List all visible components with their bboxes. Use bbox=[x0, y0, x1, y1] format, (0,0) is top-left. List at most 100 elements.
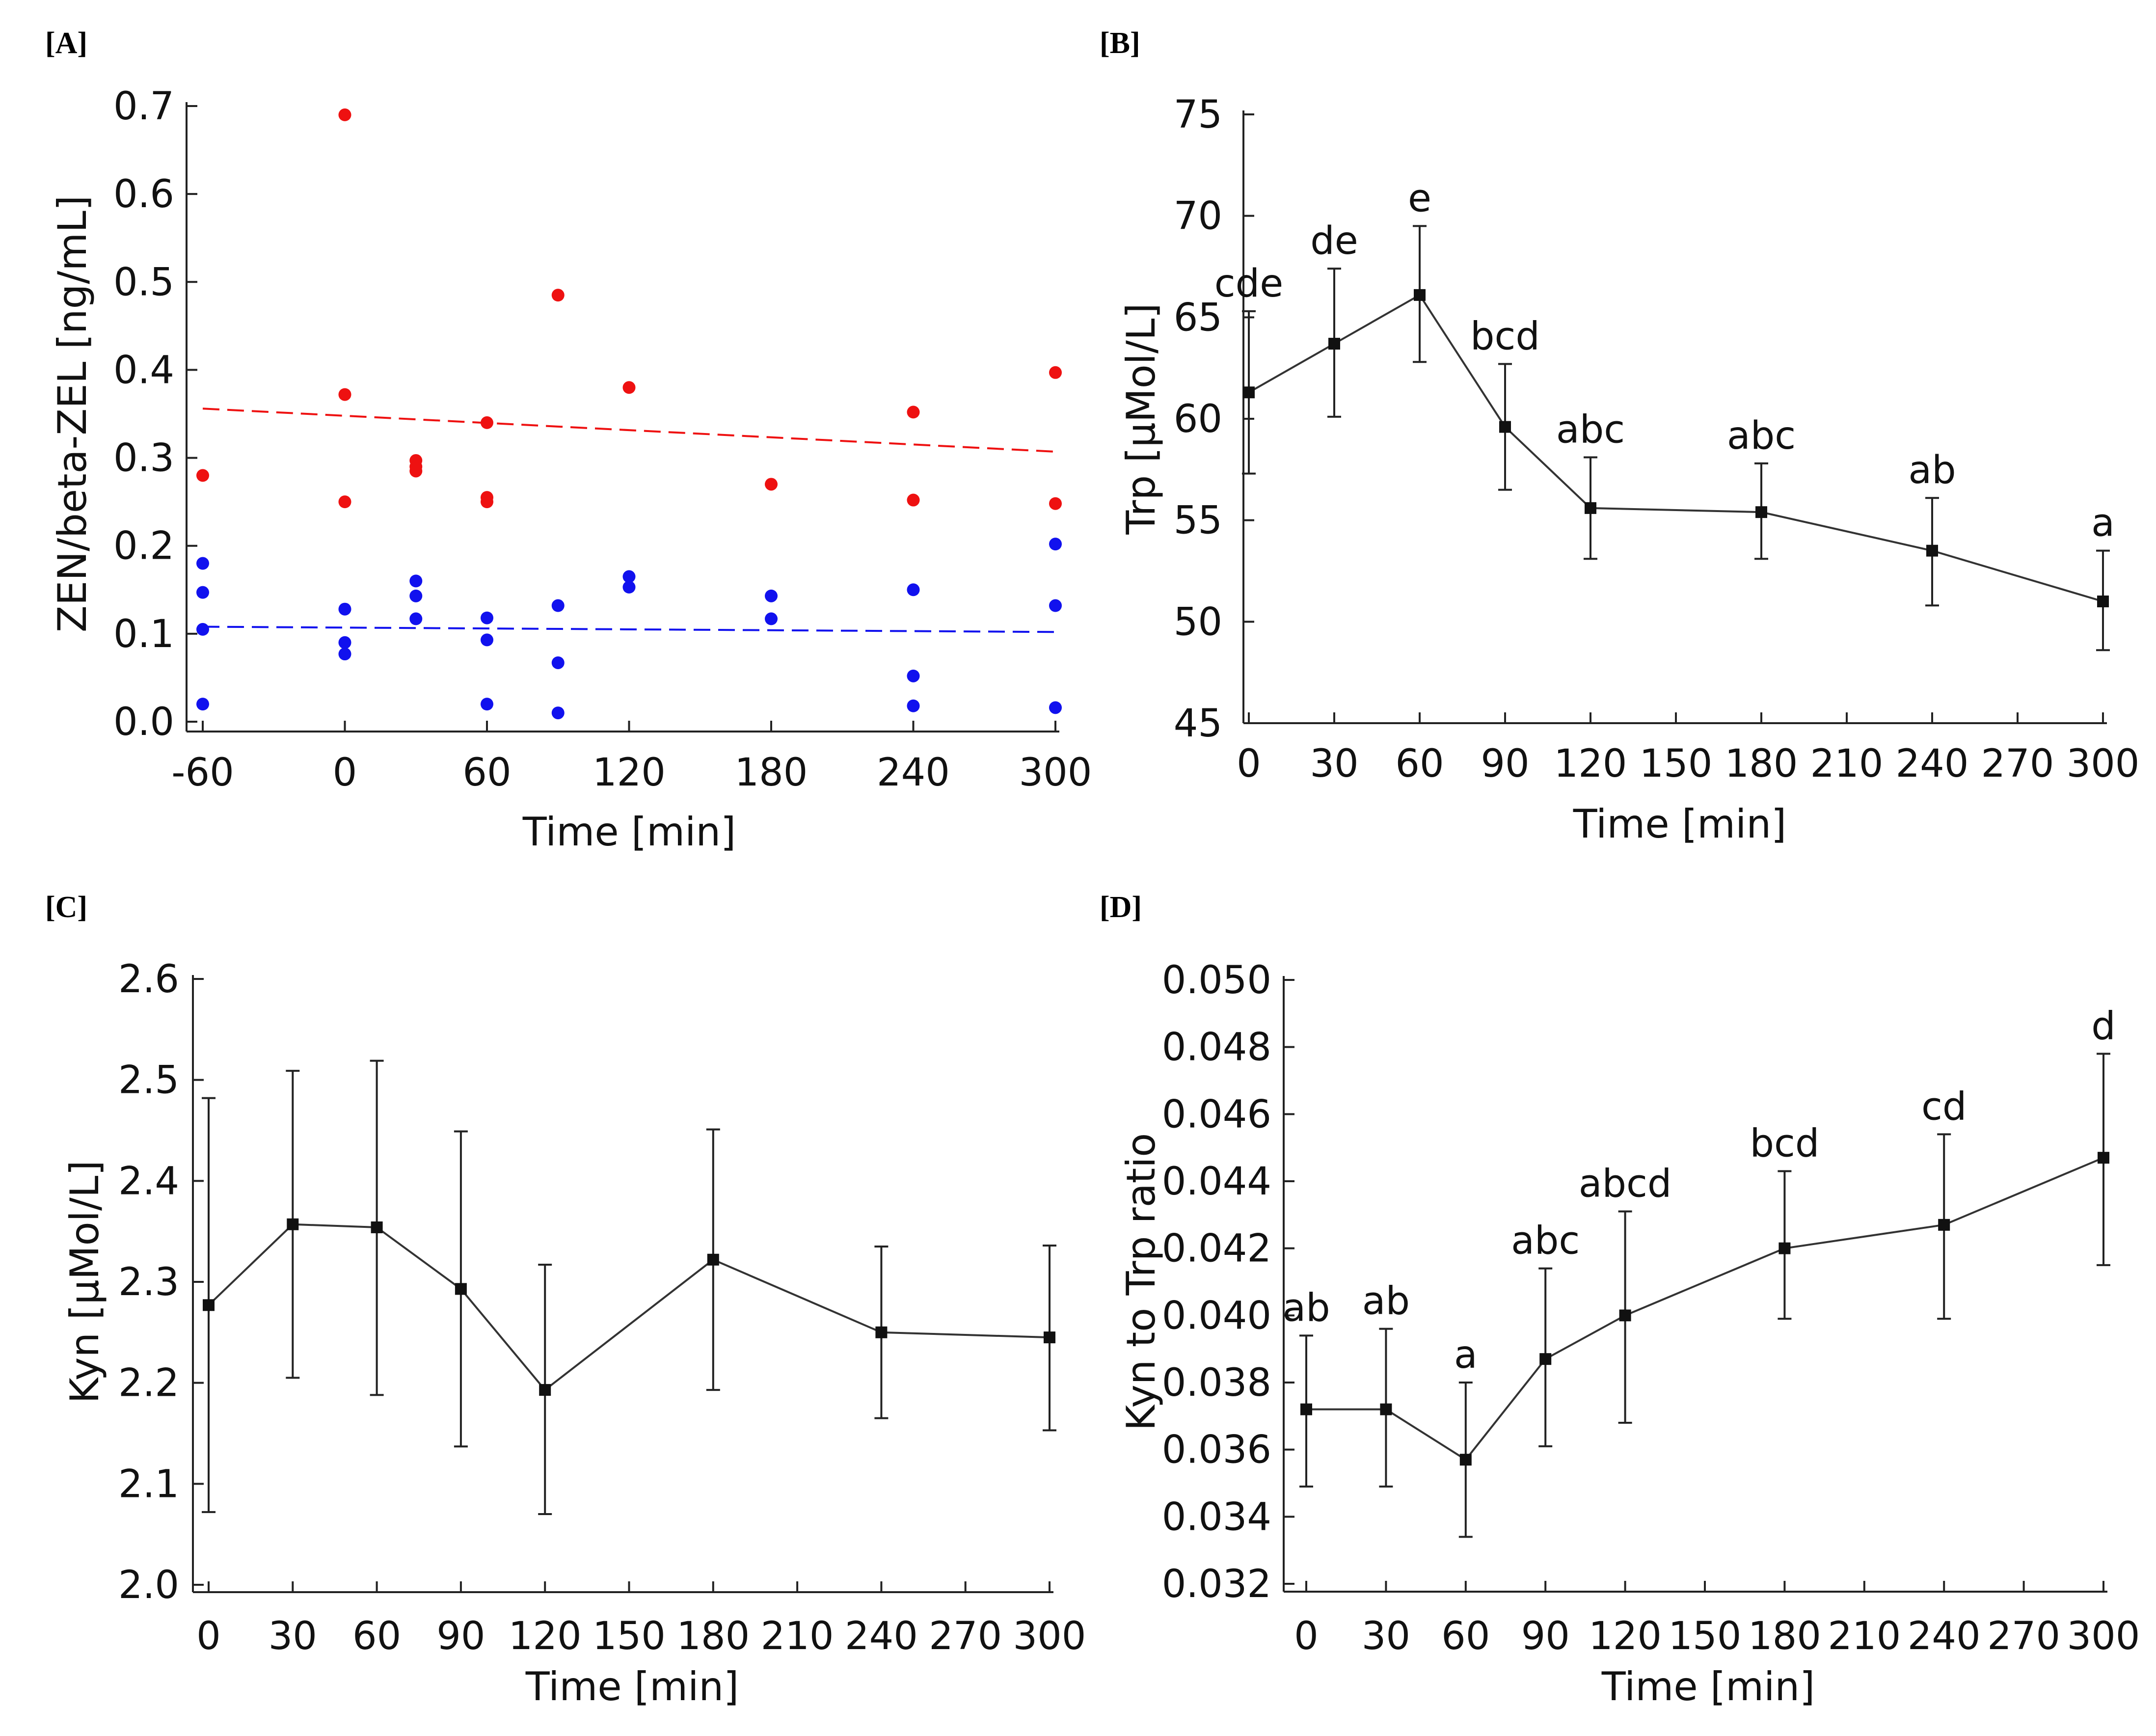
data-point bbox=[2097, 596, 2109, 607]
data-point-blue bbox=[765, 589, 778, 602]
data-point bbox=[1459, 1454, 1472, 1466]
panel-label: [B] bbox=[1100, 27, 1140, 60]
significance-label: bcd bbox=[1750, 1122, 1819, 1166]
x-tick-label: 270 bbox=[1987, 1614, 2060, 1658]
x-tick-label: 30 bbox=[1310, 742, 1358, 786]
x-tick-label: 90 bbox=[436, 1614, 485, 1658]
x-tick-label: 300 bbox=[2067, 1614, 2140, 1658]
data-point bbox=[2098, 1152, 2109, 1164]
x-tick-label: 0 bbox=[196, 1614, 221, 1658]
y-tick-label: 0.048 bbox=[1162, 1026, 1271, 1070]
y-axis-title: Kyn to Trp ratio bbox=[1118, 1133, 1164, 1431]
x-tick-label: 300 bbox=[1019, 751, 1092, 795]
x-tick-label: 180 bbox=[1725, 742, 1798, 786]
x-tick-label: 180 bbox=[735, 751, 808, 795]
y-axis-title: Kyn [µMol/L] bbox=[62, 1160, 108, 1403]
x-tick-label: 120 bbox=[509, 1614, 582, 1658]
significance-label: e bbox=[1408, 176, 1431, 220]
y-tick-label: 65 bbox=[1174, 296, 1222, 340]
y-tick-label: 0.036 bbox=[1162, 1428, 1271, 1472]
x-tick-label: 240 bbox=[1896, 742, 1969, 786]
data-point-blue bbox=[409, 574, 423, 588]
y-tick-label: 0.046 bbox=[1162, 1092, 1271, 1137]
chart-panel-1: [B] 45 50 55 60 65 70 75 0 30 60 90 120 150 180 210 240 2… bbox=[1100, 27, 2139, 847]
significance-label: cd bbox=[1921, 1085, 1967, 1129]
data-point-blue bbox=[1049, 701, 1062, 714]
y-tick-label: 0.6 bbox=[113, 172, 174, 217]
significance-label: ab bbox=[1282, 1286, 1330, 1330]
data-point-blue bbox=[907, 699, 920, 712]
data-point-red bbox=[481, 416, 493, 429]
y-tick-label: 2.2 bbox=[118, 1361, 179, 1406]
y-tick-label: 2.1 bbox=[118, 1462, 179, 1506]
y-tick-label: 0.032 bbox=[1162, 1562, 1271, 1606]
data-point-blue bbox=[551, 599, 565, 612]
data-point bbox=[1243, 386, 1255, 399]
data-point bbox=[1755, 506, 1767, 518]
data-point bbox=[1619, 1309, 1631, 1322]
data-point-red bbox=[338, 388, 351, 401]
data-point-blue bbox=[765, 612, 778, 625]
x-tick-label: 90 bbox=[1481, 742, 1529, 786]
x-tick-label: 30 bbox=[1362, 1614, 1410, 1658]
data-point-blue bbox=[338, 602, 351, 616]
x-tick-label: 210 bbox=[1810, 742, 1884, 786]
data-point-red bbox=[907, 406, 920, 419]
data-point-blue bbox=[481, 633, 493, 647]
x-tick-label: 0 bbox=[1237, 742, 1261, 786]
y-tick-label: 70 bbox=[1174, 194, 1222, 239]
series-line bbox=[208, 1223, 1050, 1391]
data-point-red bbox=[907, 493, 920, 507]
x-tick-label: 210 bbox=[761, 1614, 834, 1658]
trend-line-red bbox=[202, 407, 1056, 453]
data-point-red bbox=[338, 108, 351, 121]
data-point bbox=[1539, 1353, 1552, 1365]
data-point-blue bbox=[338, 636, 351, 649]
trend-line-blue bbox=[202, 625, 1056, 633]
data-point-blue bbox=[622, 580, 636, 594]
data-point-red bbox=[765, 478, 778, 491]
x-tick-label: 180 bbox=[676, 1614, 750, 1658]
significance-label: a bbox=[2091, 501, 2115, 545]
data-point-red bbox=[481, 495, 493, 509]
x-tick-label: -60 bbox=[171, 751, 234, 795]
data-point-red bbox=[1049, 366, 1062, 379]
y-tick-label: 0.0 bbox=[113, 700, 174, 744]
data-point bbox=[1044, 1331, 1055, 1344]
significance-label: ab bbox=[1362, 1279, 1410, 1324]
x-tick-label: 120 bbox=[1554, 742, 1627, 786]
y-tick-label: 0.4 bbox=[113, 348, 174, 392]
x-tick-label: 60 bbox=[1441, 1614, 1490, 1658]
x-axis-title: Time [min] bbox=[522, 809, 736, 855]
data-point bbox=[1380, 1403, 1392, 1415]
data-point bbox=[539, 1384, 551, 1396]
significance-label: abc bbox=[1727, 414, 1796, 458]
panel-label: [D] bbox=[1100, 891, 1142, 924]
data-point-blue bbox=[196, 557, 209, 570]
significance-label: d bbox=[2091, 1004, 2116, 1048]
data-point bbox=[1779, 1242, 1791, 1254]
x-tick-label: 30 bbox=[269, 1614, 317, 1658]
x-tick-label: 300 bbox=[1013, 1614, 1086, 1658]
x-tick-label: 0 bbox=[333, 751, 357, 795]
data-point-red bbox=[1049, 497, 1062, 510]
x-axis-title: Time [min] bbox=[1573, 801, 1787, 847]
data-point-red bbox=[338, 495, 351, 509]
chart-panel-0: [A] 0.0 0.1 0.2 0.3 0.4 0.5 0.6 0.7 -60 0 60 120 180 2… bbox=[45, 27, 1092, 855]
data-point-blue bbox=[196, 698, 209, 711]
y-tick-label: 2.4 bbox=[118, 1159, 179, 1203]
y-tick-label: 75 bbox=[1174, 93, 1222, 137]
x-tick-label: 300 bbox=[2067, 742, 2140, 786]
data-point-red bbox=[622, 381, 636, 394]
y-tick-label: 2.0 bbox=[118, 1563, 179, 1607]
data-point-blue bbox=[481, 611, 493, 624]
y-tick-label: 0.2 bbox=[113, 524, 174, 569]
y-tick-label: 2.3 bbox=[118, 1260, 179, 1304]
data-point bbox=[287, 1218, 299, 1230]
x-tick-label: 150 bbox=[593, 1614, 666, 1658]
significance-label: bcd bbox=[1470, 314, 1540, 358]
data-point-red bbox=[409, 464, 423, 478]
x-tick-label: 150 bbox=[1669, 1614, 1742, 1658]
y-tick-label: 0.042 bbox=[1162, 1227, 1271, 1271]
